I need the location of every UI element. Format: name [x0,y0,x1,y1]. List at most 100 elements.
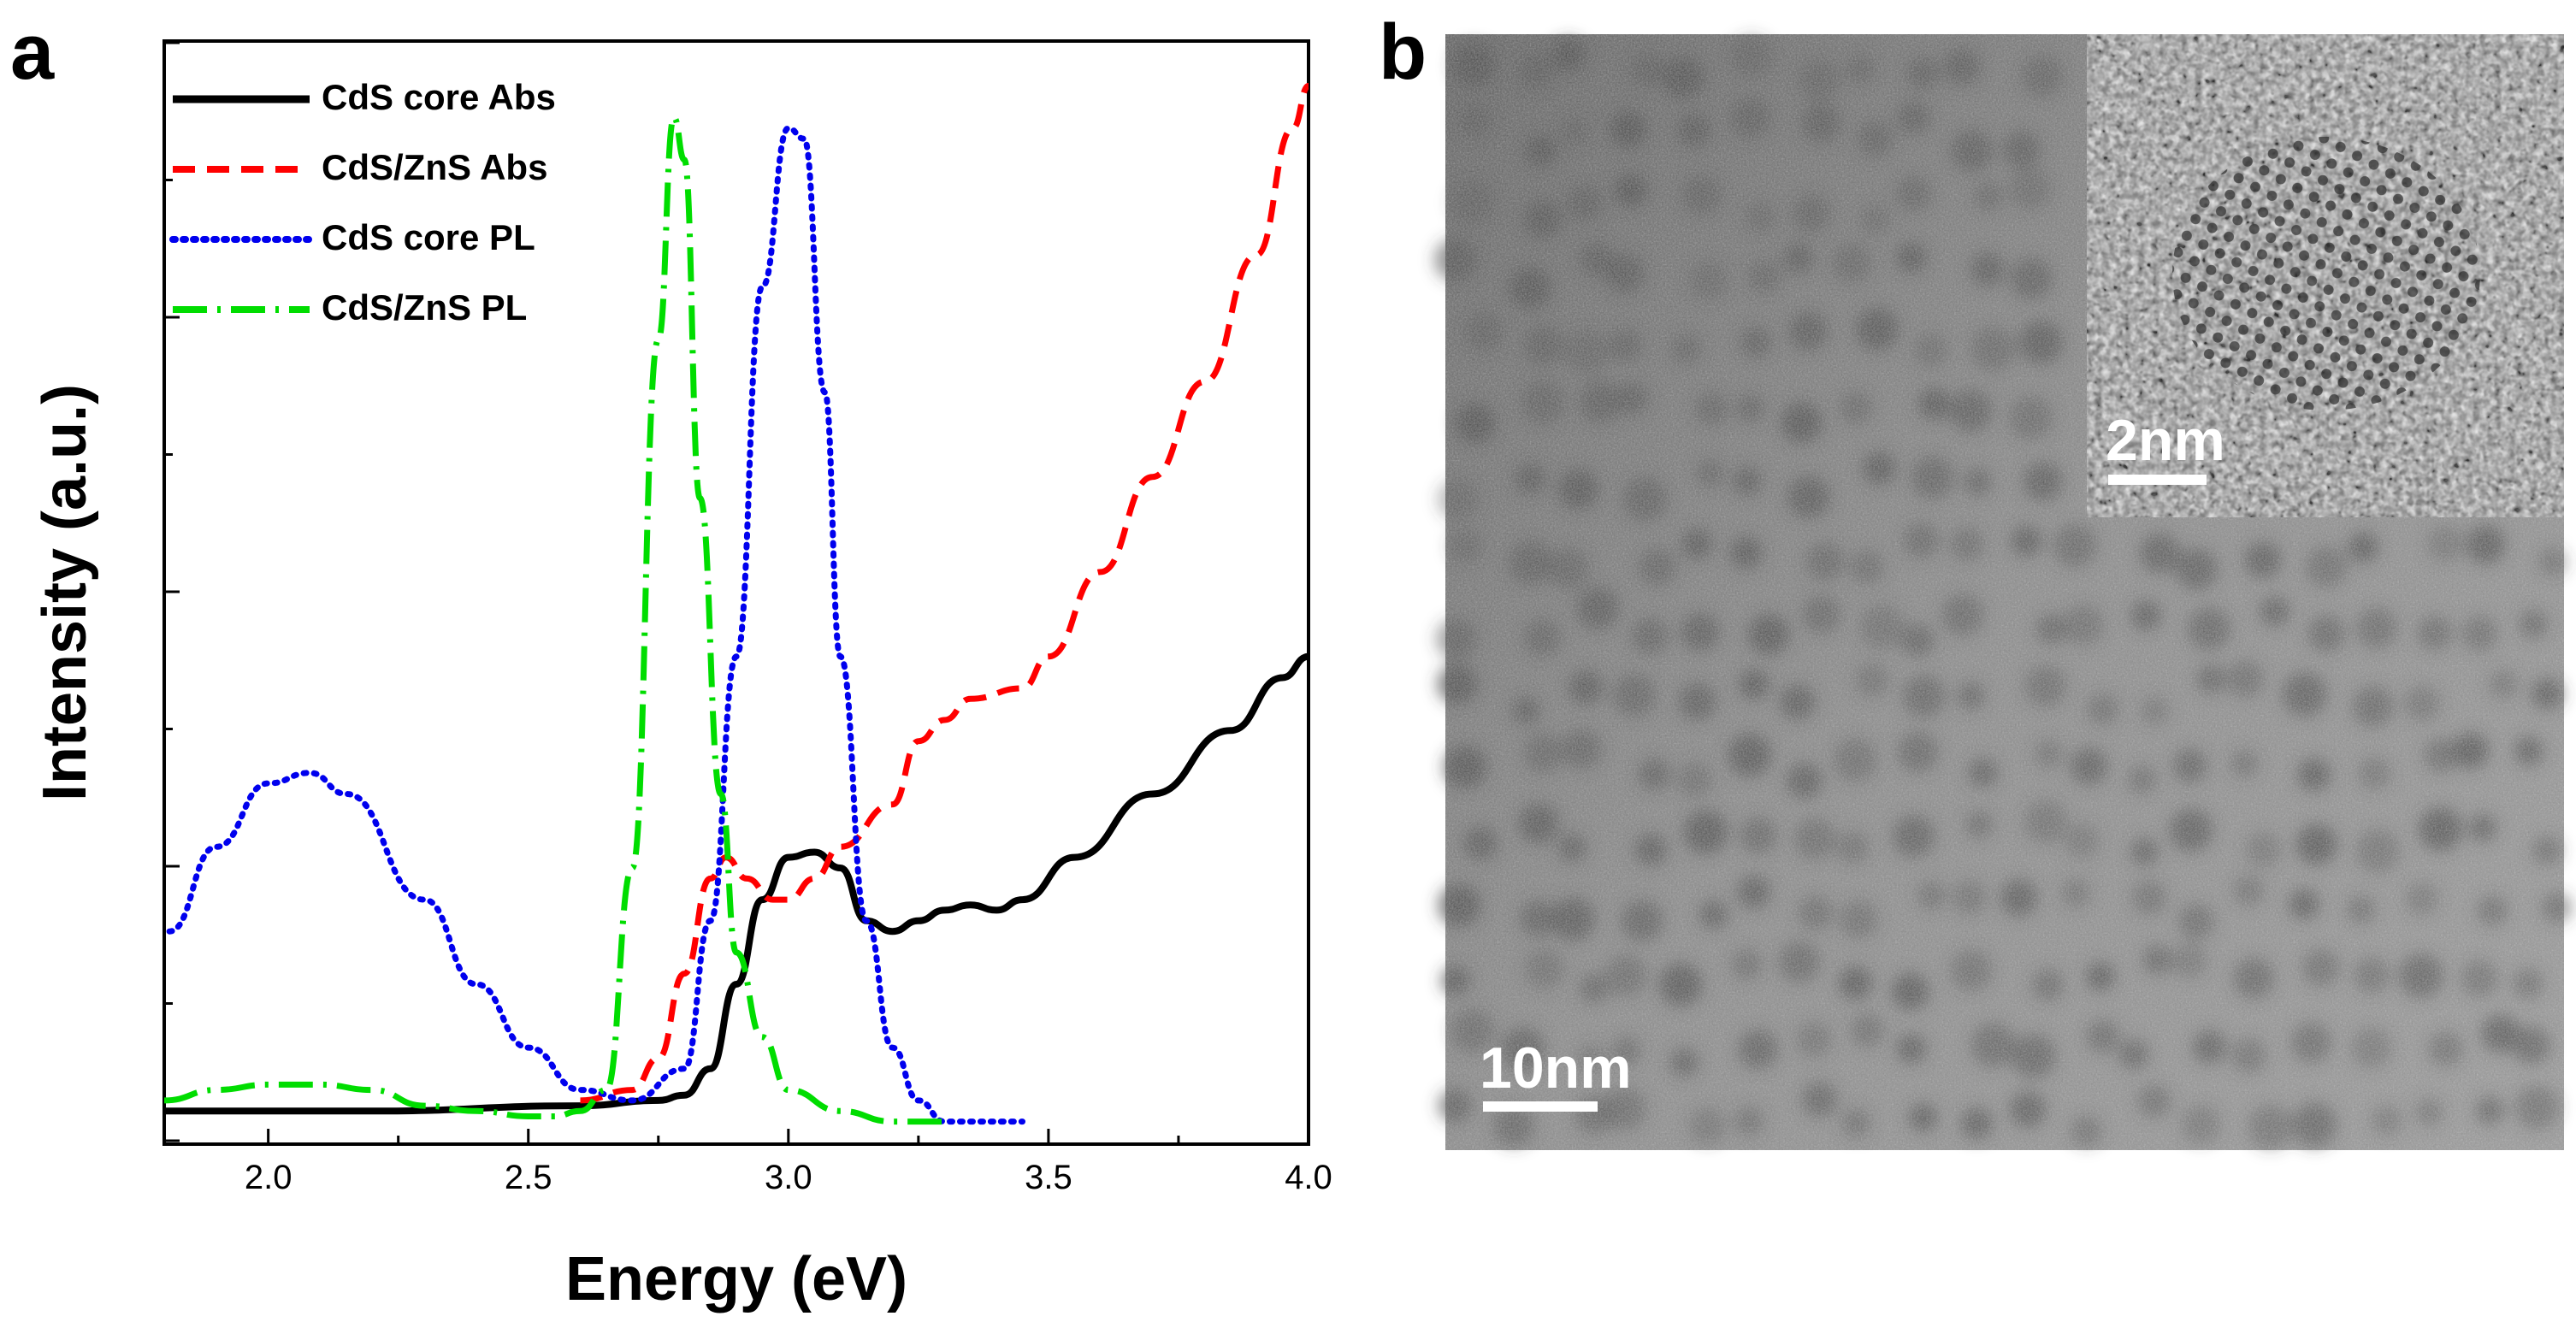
nanoparticle [1611,1036,1641,1065]
nanoparticle [1694,392,1728,426]
nanoparticle [1850,550,1884,584]
nanoparticle [1604,254,1645,293]
nanoparticle [2142,945,2173,975]
nanoparticle [1730,97,1771,139]
nanoparticle [1840,392,1872,424]
nanoparticle [1902,675,1946,718]
nanoparticle [1782,242,1814,274]
nanoparticle [1630,53,1664,87]
nanoparticle [1787,475,1830,519]
nanoparticle [1737,875,1770,909]
nanoparticle [1452,43,1496,86]
nanoparticle [2060,878,2091,908]
nanoparticle [2000,879,2038,917]
nanoparticle [1455,403,1496,444]
nanoparticle [1781,402,1823,443]
nanoparticle [2296,823,2337,865]
nanoparticle [1833,737,1877,782]
nanoparticle [1440,965,1470,995]
nanoparticle [1557,833,1586,863]
nanoparticle [1579,242,1614,276]
nanoparticle [2022,56,2064,97]
nanoparticle [1728,733,1771,777]
nanoparticle [1434,239,1478,281]
nanoparticle [1681,612,1720,652]
x-tick-label: 4.0 [1285,1159,1332,1196]
nanoparticle [2282,672,2327,717]
nanoparticle [2428,1031,2464,1067]
nanoparticle [2024,665,2066,707]
nanoparticle [1802,595,1840,634]
x-tick-label: 3.0 [765,1159,812,1196]
nanoparticle [1450,1009,1495,1053]
legend-label: CdS core PL [322,217,535,257]
nanoparticle [2424,738,2459,773]
nanoparticle [2003,131,2041,168]
nanoparticle [1960,1107,1994,1140]
nanoparticle [2289,888,2319,919]
nanoparticle [2233,875,2265,906]
nanoparticle [2415,1098,2443,1126]
tem-image [1445,34,2564,1150]
nanoparticle [1552,38,1585,71]
nanoparticle [2130,600,2161,631]
nanoparticle [1548,548,1589,590]
nanoparticle [2260,596,2290,627]
nanoparticle [1796,1022,1832,1058]
nanoparticle [1681,528,1712,559]
nanoparticle [2475,1096,2504,1125]
nanoparticle [1787,763,1823,799]
nanoparticle [2245,831,2282,868]
nanoparticle [1917,881,1947,910]
lattice-fringes [2172,137,2480,410]
nanoparticle [1968,758,1999,788]
nanoparticle [1788,311,1828,351]
nanoparticle [1970,327,2015,371]
nanoparticle [2031,969,2065,1001]
nanoparticle [1970,1023,2016,1068]
nanoparticle [1464,312,1504,351]
nanoparticle [1525,134,1557,167]
nanoparticle [1562,729,1602,770]
nanoparticle [1729,536,1763,570]
nanoparticle [1459,103,1492,137]
nanoparticle [1576,587,1619,629]
nanoparticle [1965,811,1994,839]
nanoparticle [1551,897,1595,941]
nanoparticle [2171,943,2207,979]
nanoparticle [2009,168,2051,210]
nanoparticle [2355,607,2397,649]
nanoparticle [1909,1103,1937,1132]
nanoparticle [1676,762,1713,798]
nanoparticle [1801,1082,1838,1118]
nanoparticle [2399,953,2443,998]
panel-a-label: a [10,9,55,96]
nanoparticle [2130,837,2159,866]
nanoparticle [2468,813,2497,842]
nanoparticle [2230,1037,2266,1073]
nanoparticle [1974,181,2003,211]
nanoparticle [1610,110,1647,148]
nanoparticle [1798,59,1840,101]
x-tick-label: 2.0 [245,1159,292,1196]
nanoparticle [2541,892,2572,923]
series-layer [163,82,1310,1125]
nanoparticle [1523,325,1564,366]
nanoparticle [2140,696,2170,725]
nanoparticle [1631,617,1669,655]
nanoparticle [1669,1048,1699,1077]
nanoparticle [1733,466,1762,496]
nanoparticle [2063,604,2104,646]
nanoparticle [1613,674,1657,717]
main-scale-label: 10nm [1480,1036,1632,1101]
nanoparticle [1614,174,1648,207]
nanoparticle [1671,333,1702,364]
nanoparticle [2353,957,2390,994]
nanoparticle [2169,808,2213,853]
nanoparticle [2348,532,2378,563]
x-axis-title: Energy (eV) [565,1245,907,1313]
series-line-1 [163,652,1309,1115]
nanoparticle [2023,462,2063,501]
x-tick-label: 3.5 [1025,1159,1072,1196]
absorption-pl-chart: a 2.0 2.5 3.0 3.5 4.0 CdS core Abs CdS/ZnS Ab… [10,9,1332,1313]
